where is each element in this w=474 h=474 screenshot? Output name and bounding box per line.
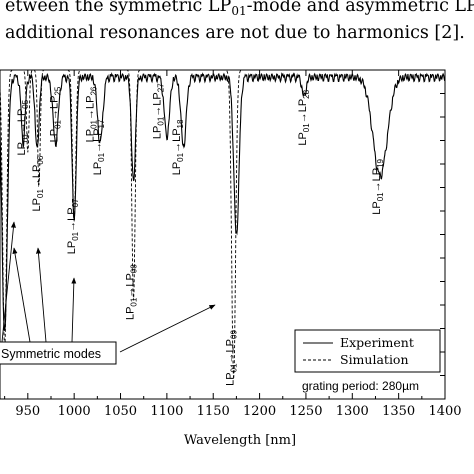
mode-annotation: LP01→LP08 xyxy=(125,264,139,320)
caption-line-2: additional resonances are not due to har… xyxy=(5,23,465,43)
mode-annotation: LP01→LP18 xyxy=(171,119,185,175)
x-axis-label: Wavelength [nm] xyxy=(184,433,296,448)
x-tick-label: 1050 xyxy=(104,404,137,419)
plot-area: 950 1000 1050 1100 1150 1200 1250 1300 1350 1400 L… xyxy=(0,69,462,419)
legend-box xyxy=(294,329,441,373)
symmetric-mode-arrow xyxy=(12,247,31,343)
mode-annotation: LP01→LP07 xyxy=(66,198,80,254)
x-tick-label: 950 xyxy=(15,404,40,419)
x-tick-label: 1200 xyxy=(243,404,276,419)
legend-label-simulation: Simulation xyxy=(340,352,409,367)
x-tick-label: 1300 xyxy=(336,404,369,419)
mode-annotation: LP01→LP27 xyxy=(151,83,165,139)
x-tick-label: 1350 xyxy=(382,404,415,419)
mode-annotation: LP01→LP05 xyxy=(16,99,30,155)
x-tick-label: 1250 xyxy=(289,404,322,419)
mode-annotation: LP01→LP17 xyxy=(92,119,106,175)
x-tick-label: 1100 xyxy=(150,404,183,419)
mode-annotation: LP01→LP19 xyxy=(371,158,385,214)
mode-annotation: LP01→LP06 xyxy=(31,155,45,211)
symmetric-modes-box xyxy=(0,341,117,365)
x-tick-label: 1400 xyxy=(428,404,461,419)
mode-annotation: LP01→LP26 xyxy=(85,86,99,142)
caption-line-1: etween the symmetric LP01-mode and asymm… xyxy=(5,0,474,18)
grating-period-note: grating period: 280µm xyxy=(302,379,419,393)
x-tick-label: 1000 xyxy=(58,404,91,419)
symmetric-modes-label: Symmetric modes xyxy=(1,347,101,361)
mode-annotation: LP01→LP28 xyxy=(297,89,311,145)
symmetric-mode-arrow xyxy=(119,304,216,353)
x-tick-label: 1150 xyxy=(197,404,230,419)
symmetric-mode-arrow xyxy=(35,247,47,343)
symmetric-mode-arrow xyxy=(1,221,16,343)
mode-annotation: LP01→LP09 xyxy=(225,330,239,386)
legend-label-experiment: Experiment xyxy=(340,335,414,350)
symmetric-mode-arrow xyxy=(71,277,77,343)
simulation-series-line xyxy=(0,69,445,380)
mode-annotation: LP01→LP25 xyxy=(48,86,62,142)
